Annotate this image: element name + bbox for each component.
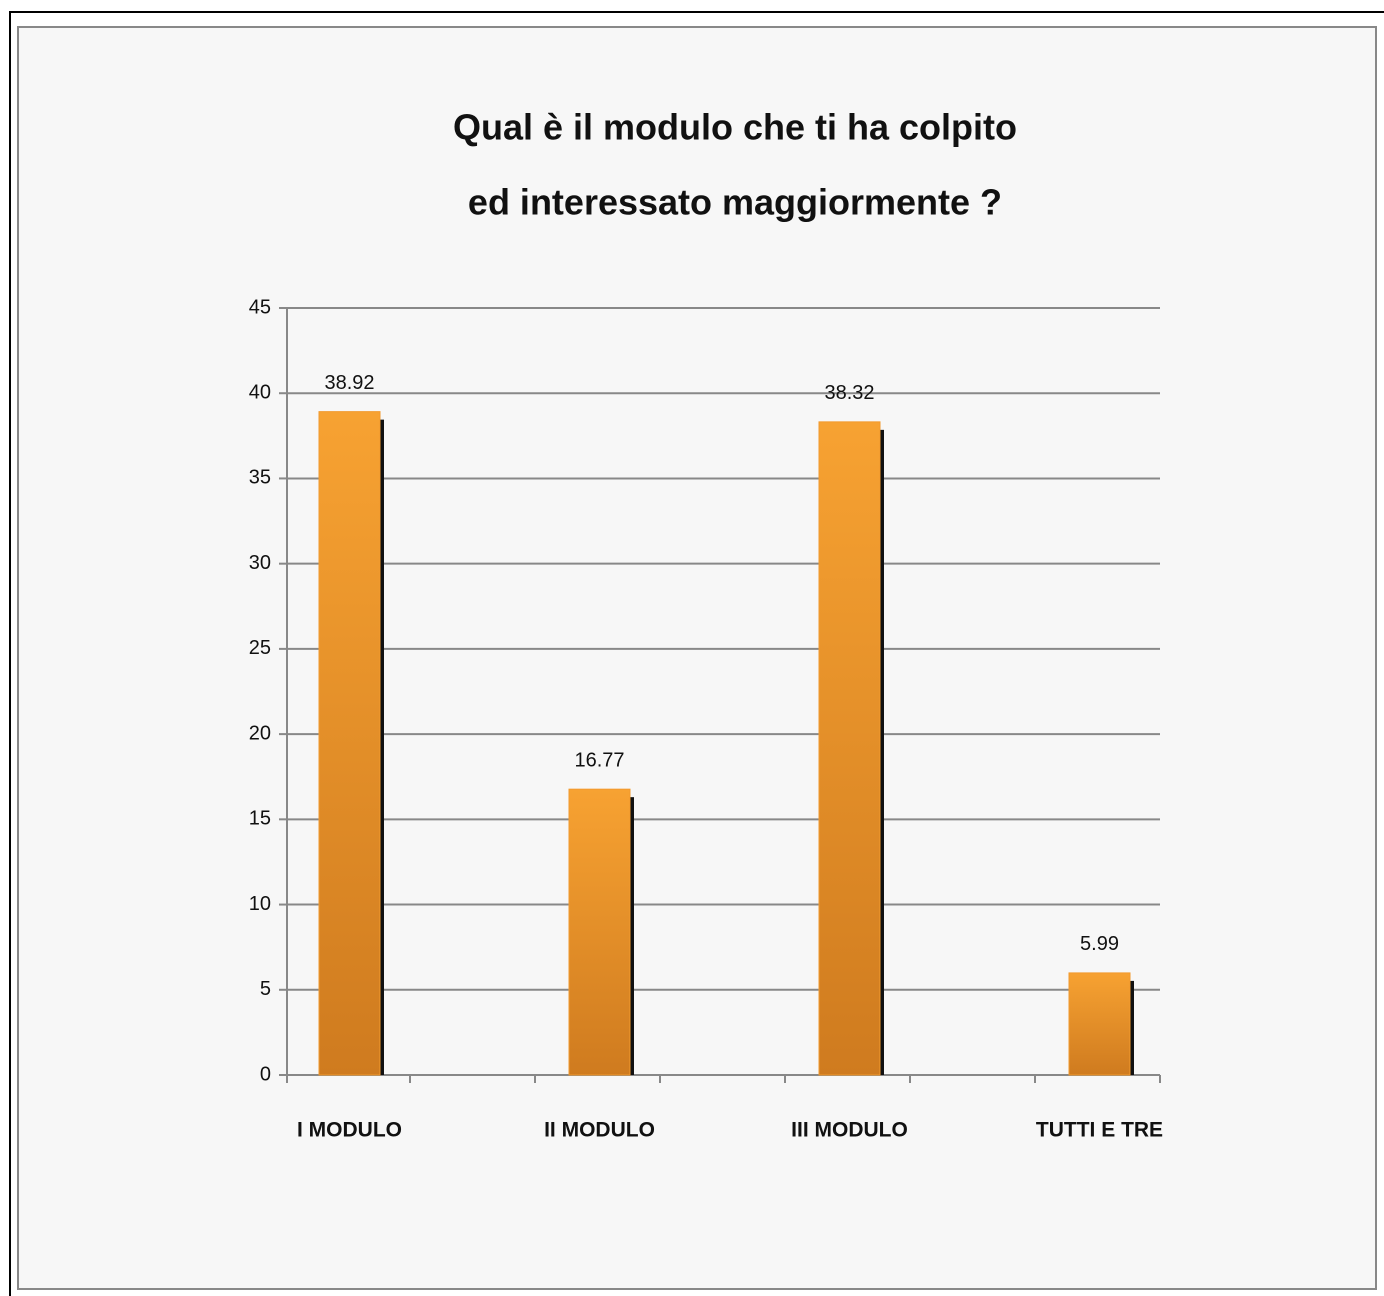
value-label: 5.99 (1080, 933, 1119, 955)
bar-shadow (1129, 980, 1134, 1075)
bar-shadow (879, 429, 884, 1075)
y-tick-label: 35 (249, 467, 271, 489)
y-tick-label: 10 (249, 893, 271, 915)
y-tick-label: 40 (249, 382, 271, 404)
x-tick-label: II MODULO (544, 1119, 655, 1142)
plot-panel (17, 26, 1377, 1290)
y-tick-label: 30 (249, 552, 271, 574)
y-tick-label: 5 (260, 978, 271, 1000)
y-tick-label: 20 (249, 722, 271, 744)
value-label: 38.32 (824, 382, 874, 404)
value-label: 16.77 (574, 749, 624, 771)
x-tick-label: TUTTI E TRE (1036, 1119, 1163, 1142)
value-label: 38.92 (324, 372, 374, 394)
y-tick-label: 15 (249, 808, 271, 830)
bar (818, 421, 881, 1076)
x-tick-label: III MODULO (791, 1119, 908, 1142)
bar (318, 411, 381, 1076)
y-tick-label: 45 (249, 296, 271, 318)
bar (568, 788, 631, 1076)
x-axis-ticks (286, 308, 1161, 1083)
bar (1068, 972, 1131, 1076)
chart-title: Qual è il modulo che ti ha colpito (453, 107, 1017, 148)
chart-title: ed interessato maggiormente ? (468, 182, 1002, 223)
bar-shadow (629, 797, 634, 1075)
y-tick-label: 0 (260, 1063, 271, 1085)
bar-shadow (379, 419, 384, 1075)
x-tick-label: I MODULO (297, 1119, 402, 1142)
y-tick-label: 25 (249, 637, 271, 659)
